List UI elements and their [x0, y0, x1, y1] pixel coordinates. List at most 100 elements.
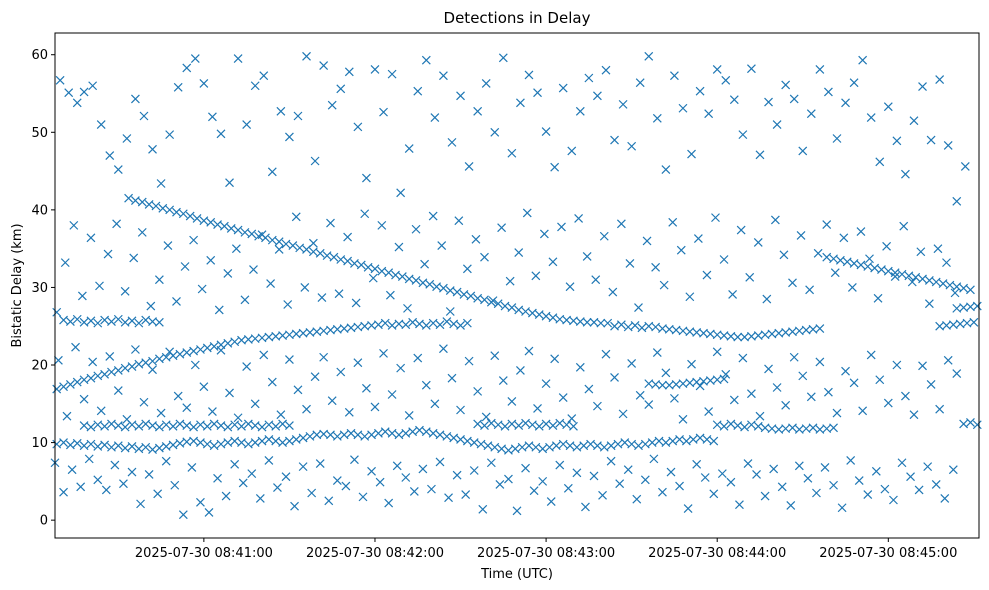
data-point	[770, 215, 780, 225]
data-point	[223, 422, 233, 432]
data-point	[822, 252, 832, 262]
data-point	[161, 352, 171, 362]
data-point	[137, 197, 147, 207]
data-point	[456, 405, 465, 415]
data-point	[93, 442, 103, 451]
data-point	[875, 375, 885, 385]
data-point	[478, 504, 488, 514]
data-point	[504, 445, 513, 455]
data-point	[288, 241, 298, 250]
data-point	[196, 438, 205, 448]
y-axis-ticks: 0 10 20 30 40 50 60	[31, 48, 55, 529]
data-point	[569, 421, 578, 431]
data-point	[418, 278, 428, 288]
data-point	[240, 295, 250, 305]
data-point	[360, 209, 370, 219]
data-point	[493, 299, 503, 309]
data-point	[637, 323, 647, 333]
data-point	[572, 442, 582, 452]
data-point	[906, 472, 915, 482]
data-point	[427, 484, 436, 494]
data-point	[735, 500, 744, 510]
data-point	[148, 356, 157, 366]
data-point	[683, 504, 693, 513]
data-point	[666, 467, 676, 477]
data-point	[216, 345, 226, 355]
data-point	[541, 127, 551, 136]
data-point	[175, 438, 185, 448]
data-point	[196, 345, 205, 354]
data-point	[926, 135, 936, 145]
data-point	[257, 422, 267, 432]
data-point	[209, 419, 219, 429]
data-point	[430, 113, 440, 122]
data-point	[781, 80, 791, 90]
data-point	[216, 421, 226, 430]
data-point	[361, 173, 371, 183]
data-point	[344, 407, 354, 417]
data-point	[661, 438, 671, 448]
data-point	[291, 435, 301, 444]
data-point	[823, 87, 833, 97]
data-point	[931, 480, 941, 489]
data-point	[276, 410, 286, 420]
data-point	[52, 384, 62, 394]
data-point	[226, 224, 236, 233]
data-point	[557, 222, 566, 232]
data-point	[401, 320, 411, 330]
data-point	[712, 420, 722, 430]
data-point	[866, 350, 876, 360]
data-point	[120, 286, 130, 296]
data-point	[428, 428, 438, 438]
data-point	[370, 65, 380, 74]
data-point	[189, 235, 199, 245]
data-point	[786, 500, 796, 510]
data-point	[822, 220, 832, 230]
data-point	[428, 211, 438, 221]
data-point	[158, 203, 168, 213]
data-point	[401, 428, 411, 438]
data-point	[165, 347, 175, 357]
data-point	[130, 345, 140, 354]
chart-title: Detections in Delay	[444, 9, 591, 27]
data-point	[490, 442, 500, 452]
data-point	[216, 439, 226, 449]
data-point	[435, 430, 445, 440]
data-point	[789, 352, 799, 362]
data-point	[832, 134, 842, 143]
data-point	[88, 357, 98, 367]
data-point	[192, 213, 202, 223]
data-point	[283, 300, 293, 309]
data-point	[380, 427, 390, 437]
data-point	[695, 86, 705, 96]
data-point	[733, 332, 743, 342]
data-point	[420, 259, 430, 269]
data-point	[592, 91, 602, 101]
data-point	[500, 421, 510, 431]
data-point	[105, 151, 115, 160]
data-point	[610, 372, 619, 382]
data-point	[746, 420, 756, 430]
data-point	[225, 388, 234, 398]
data-point	[243, 439, 253, 449]
data-point	[515, 366, 525, 375]
data-point	[579, 441, 589, 451]
data-point	[899, 221, 909, 231]
data-point	[293, 111, 303, 121]
data-point	[230, 459, 240, 469]
data-point	[93, 318, 103, 328]
data-point	[341, 481, 351, 491]
data-point	[79, 317, 89, 327]
data-point	[548, 313, 558, 323]
data-point	[521, 463, 530, 473]
data-point	[319, 61, 329, 71]
data-point	[93, 475, 103, 485]
data-point	[709, 436, 719, 446]
data-point	[582, 317, 592, 327]
data-point	[326, 218, 335, 228]
data-point	[230, 337, 240, 347]
data-point	[616, 219, 626, 229]
data-point	[154, 317, 164, 327]
data-point	[110, 460, 120, 470]
data-point	[452, 470, 462, 480]
